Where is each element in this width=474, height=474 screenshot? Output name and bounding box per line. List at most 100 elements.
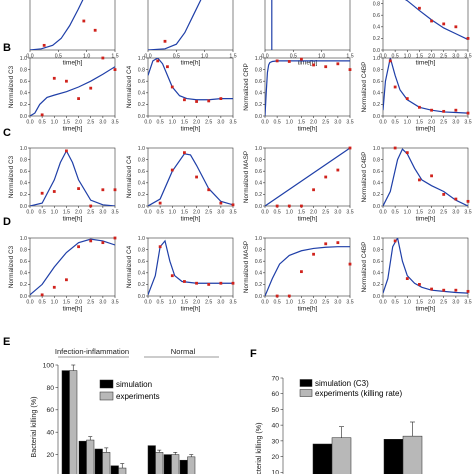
- data-point: [287, 204, 291, 208]
- y-tick-label: 0.8: [373, 157, 380, 163]
- legend-label: simulation: [116, 380, 152, 389]
- data-point: [113, 68, 117, 71]
- y-tick-label: 0.0: [255, 204, 262, 210]
- x-tick-label: 2.5: [87, 120, 94, 126]
- data-point: [418, 105, 421, 109]
- x-tick-label: 0.5: [290, 54, 297, 60]
- data-point: [454, 25, 458, 29]
- data-point: [312, 188, 315, 192]
- y-tick-label: 1.0: [255, 146, 262, 152]
- x-tick-label: 2.0: [193, 210, 200, 216]
- data-point: [183, 280, 186, 283]
- x-tick-label: 1.5: [298, 210, 305, 216]
- x-tick-label: 0.5: [39, 300, 46, 306]
- x-tick-label: 3.5: [346, 210, 353, 216]
- model-curve: [30, 0, 84, 50]
- line-plot-c4: 0.0 0.5 1.0 1.5 2.0 2.5 3.0 3.5 0.0 0.2 0.4 0.6 0.8 1…: [361, 146, 472, 223]
- x-tick-label: 3.5: [464, 210, 471, 216]
- data-point: [93, 28, 97, 32]
- x-tick-label: 3.5: [346, 120, 353, 126]
- x-tick-label: 1.0: [286, 300, 293, 306]
- data-point: [442, 109, 446, 113]
- x-tick-label: 3.5: [346, 300, 353, 306]
- data-point: [89, 204, 93, 208]
- data-point: [158, 201, 162, 205]
- x-tick-label: 3.5: [229, 210, 236, 216]
- x-tick-label: 2.0: [428, 210, 435, 216]
- data-point: [219, 97, 223, 100]
- data-point: [454, 108, 458, 112]
- x-tick-label: 0.0: [144, 54, 151, 60]
- x-tick-label: 2.5: [440, 300, 447, 306]
- y-tick-label: 0.4: [20, 271, 27, 277]
- data-point: [65, 278, 68, 282]
- x-axis-label: time[h]: [416, 306, 436, 313]
- x-tick-label: 0.5: [392, 54, 399, 60]
- x-tick-label: 2.0: [75, 120, 82, 126]
- data-point: [219, 281, 223, 285]
- x-axis-label: time[h]: [63, 60, 83, 67]
- data-point: [393, 239, 397, 243]
- x-tick-label: 2.5: [322, 210, 329, 216]
- y-tick-label: 0.2: [20, 282, 27, 288]
- plot-frame: [264, 0, 351, 51]
- y-tick-label: 0.8: [20, 247, 27, 253]
- y-tick-label: 0.4: [255, 271, 262, 277]
- x-tick-label: 2.5: [322, 300, 329, 306]
- x-tick-label: 2.0: [310, 300, 317, 306]
- y-tick-label: 0.2: [255, 282, 262, 288]
- data-point: [300, 57, 303, 61]
- bar-simulation (C3): [383, 439, 404, 474]
- y-tick-label: 0.4: [255, 91, 262, 97]
- panel-label-f: F: [250, 348, 257, 360]
- y-tick-label: 20: [46, 452, 54, 459]
- plot-frame: [382, 147, 469, 207]
- data-point: [336, 168, 340, 172]
- x-tick-label: 0.0: [261, 210, 268, 216]
- x-tick-label: 1.5: [111, 54, 118, 60]
- x-tick-label: 3.0: [334, 210, 341, 216]
- data-point: [77, 97, 80, 100]
- data-point: [113, 236, 117, 240]
- x-tick-label: 3.0: [99, 210, 106, 216]
- y-tick-label: 0.8: [20, 67, 27, 73]
- x-tick-label: 1.5: [416, 300, 423, 306]
- x-tick-label: 2.5: [440, 120, 447, 126]
- data-point: [65, 79, 68, 83]
- y-axis-label: Normalized C4BP: [361, 242, 368, 293]
- data-point: [42, 43, 46, 47]
- data-point: [287, 294, 291, 298]
- x-tick-label: 2.0: [428, 120, 435, 126]
- data-point: [348, 262, 352, 266]
- data-point: [336, 62, 340, 66]
- data-point: [336, 241, 340, 245]
- bar-experiments: [171, 454, 180, 474]
- x-tick-label: 3.0: [334, 120, 341, 126]
- plot-frame: [382, 57, 469, 117]
- x-tick-label: 3.5: [111, 120, 118, 126]
- data-point: [170, 85, 174, 89]
- x-tick-label: 3.0: [452, 120, 459, 126]
- line-plot-d4: 0.0 0.5 1.0 1.5 2.0 2.5 3.0 3.5 0.0 0.2 0.4 0.6 0.8 1…: [361, 236, 472, 313]
- model-curve: [30, 238, 115, 296]
- data-point: [442, 288, 446, 292]
- y-tick-label: 1.0: [373, 236, 380, 242]
- y-axis-label: Bacterial killing (%): [29, 396, 38, 457]
- x-tick-label: 0.0: [144, 210, 151, 216]
- x-tick-label: 1.5: [63, 210, 70, 216]
- x-tick-label: 0.5: [157, 210, 164, 216]
- data-point: [348, 68, 352, 71]
- line-plot-a2: 0.0 0.5 1.0 1.5 time[h]: [144, 0, 237, 67]
- x-tick-label: 1.0: [286, 120, 293, 126]
- y-tick-label: 0.6: [20, 79, 27, 85]
- y-tick-label: 40: [271, 423, 279, 430]
- data-point: [275, 204, 279, 208]
- x-tick-label: 3.5: [111, 210, 118, 216]
- x-tick-label: 1.5: [346, 54, 353, 60]
- line-plot-c2: 0.0 0.5 1.0 1.5 2.0 2.5 3.0 3.5 0.0 0.2 0.4 0.6 0.8 1…: [126, 146, 237, 223]
- data-point: [52, 76, 56, 80]
- y-tick-label: 10: [271, 470, 279, 474]
- line-plot-b2: 0.0 0.5 1.0 1.5 2.0 2.5 3.0 3.5 0.0 0.2 0.4 0.6 0.8 1…: [126, 56, 237, 133]
- data-point: [231, 203, 235, 207]
